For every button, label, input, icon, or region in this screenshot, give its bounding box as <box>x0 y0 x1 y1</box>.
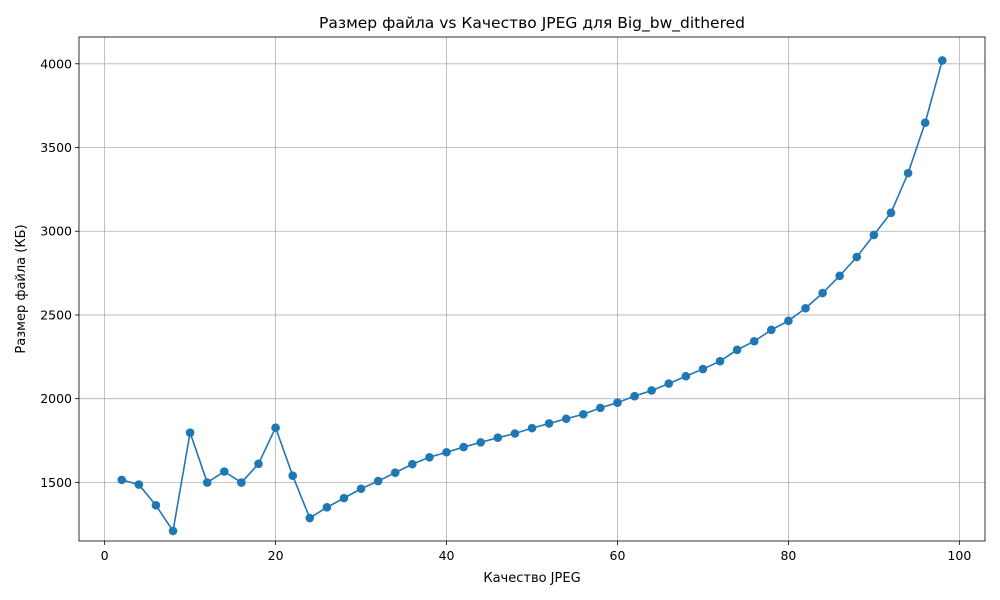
data-point <box>613 398 622 407</box>
data-point <box>305 513 315 523</box>
y-tick-label: 1500 <box>40 475 72 490</box>
data-point <box>237 478 246 487</box>
y-tick-label: 3500 <box>40 140 72 155</box>
data-point <box>681 371 691 381</box>
x-tick-label: 80 <box>780 548 796 563</box>
data-point <box>476 438 486 447</box>
ticks: 0 20 40 60 80 100 1500 2000 2500 3000 3500 4000 <box>40 56 971 563</box>
series-line <box>121 60 944 532</box>
data-point <box>527 423 537 433</box>
data-point <box>818 288 827 298</box>
data-point <box>801 303 810 313</box>
data-point <box>408 459 417 469</box>
data-point <box>886 208 896 218</box>
axes-frame <box>78 36 986 542</box>
data-point <box>493 433 503 442</box>
data-point <box>578 409 588 419</box>
data-point <box>220 467 229 476</box>
data-point <box>561 414 571 424</box>
data-point <box>784 316 793 326</box>
data-point <box>664 379 674 388</box>
data-point <box>920 118 930 128</box>
x-tick-label: 40 <box>439 548 455 563</box>
y-tick-label: 4000 <box>40 56 72 71</box>
grid <box>79 37 985 541</box>
data-point <box>459 442 468 452</box>
data-point <box>202 478 212 487</box>
data-point <box>852 252 862 262</box>
data-point <box>168 526 178 536</box>
data-point <box>596 403 605 413</box>
data-point <box>339 493 349 503</box>
data-point <box>903 168 913 178</box>
data-point <box>510 429 520 438</box>
y-tick-label: 3000 <box>40 224 72 239</box>
data-point <box>117 475 127 485</box>
x-tick-label: 100 <box>947 548 971 563</box>
data-point <box>767 325 776 335</box>
x-axis-label: Качество JPEG <box>483 571 580 586</box>
data-point <box>698 364 708 374</box>
data-point <box>749 336 759 346</box>
data-point <box>373 476 383 486</box>
data-point <box>869 230 879 240</box>
data-point <box>185 428 195 437</box>
data-point <box>937 56 947 65</box>
data-point <box>390 468 400 477</box>
data-point <box>254 459 263 469</box>
data-point <box>442 447 451 457</box>
data-point <box>151 501 161 510</box>
x-tick-label: 0 <box>101 548 109 563</box>
series-layer <box>117 56 947 536</box>
data-point <box>288 471 297 480</box>
data-point <box>835 271 844 281</box>
y-tick-label: 2000 <box>40 391 72 406</box>
data-point <box>134 480 144 489</box>
chart-title: Размер файла vs Качество JPEG для Big_bw… <box>319 14 745 33</box>
y-tick-label: 2500 <box>40 307 72 322</box>
data-point <box>356 484 366 494</box>
data-point <box>544 419 554 428</box>
x-tick-label: 20 <box>268 548 284 563</box>
y-axis-label: Размер файла (КБ) <box>14 224 29 353</box>
data-point <box>630 391 639 401</box>
data-point <box>715 356 725 366</box>
x-tick-label: 60 <box>610 548 626 563</box>
data-point <box>732 345 742 355</box>
data-point <box>271 423 280 432</box>
data-point <box>647 386 656 395</box>
data-point <box>322 503 332 512</box>
data-point <box>425 452 434 462</box>
